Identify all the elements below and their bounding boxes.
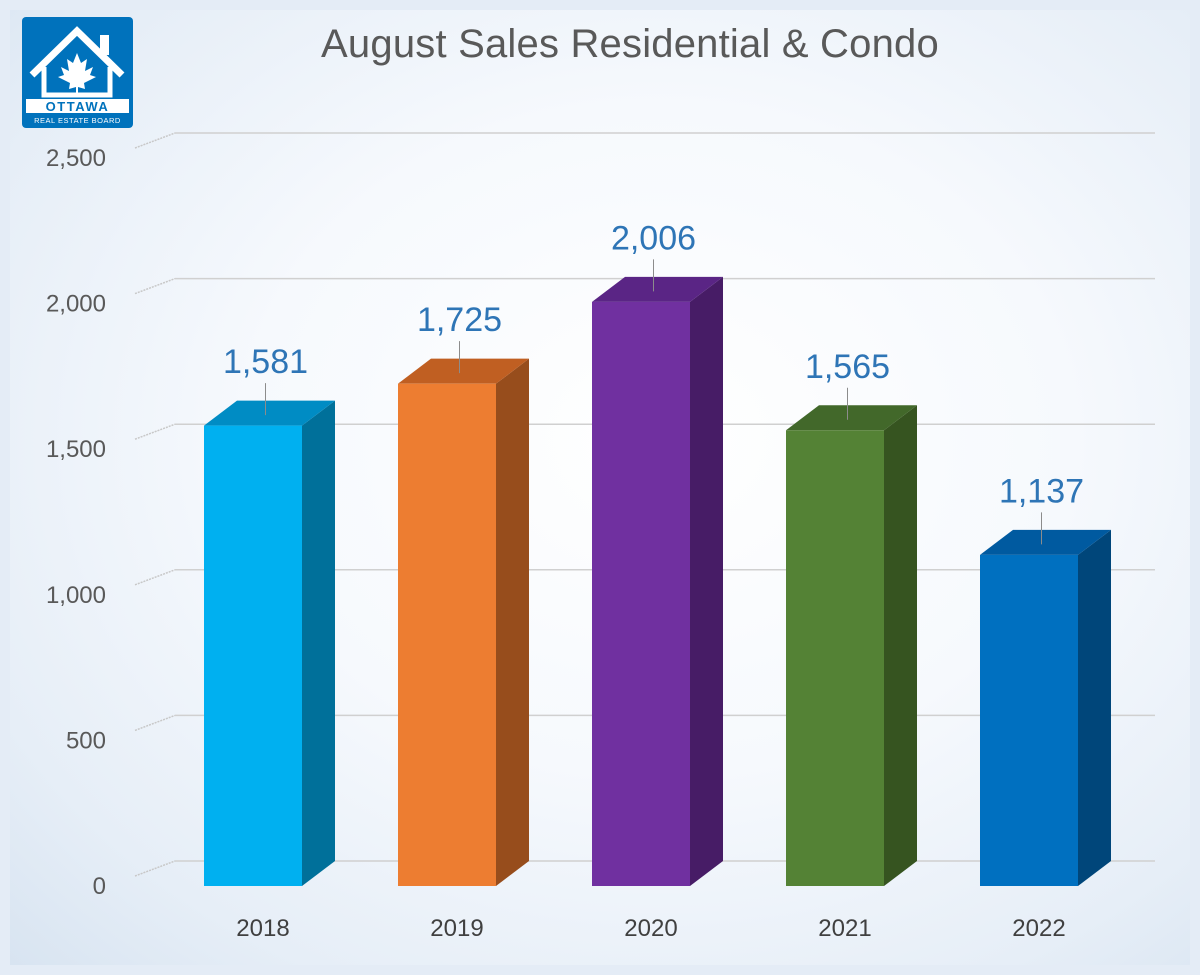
y-tick-label: 2,000 (46, 291, 106, 318)
y-tick-label: 0 (93, 873, 106, 900)
data-label: 2,006 (611, 219, 696, 257)
bar (786, 430, 884, 886)
bar-side (690, 276, 723, 887)
bar-top (592, 276, 723, 302)
bar (980, 554, 1078, 886)
bar (592, 301, 690, 887)
y-tick-label: 500 (66, 727, 106, 754)
bar (204, 425, 302, 886)
ottawa-real-estate-board-logo: OTTAWA REAL ESTATE BOARD (22, 17, 133, 128)
gridline-depth (134, 714, 176, 732)
data-label: 1,725 (417, 301, 502, 339)
logo-subtext: REAL ESTATE BOARD (34, 116, 121, 125)
x-tick-label: 2021 (818, 915, 871, 942)
y-tick-label: 2,500 (46, 145, 106, 172)
y-tick-label: 1,500 (46, 436, 106, 463)
gridline-depth (134, 277, 176, 295)
bar-side (302, 400, 335, 886)
bar-side (884, 405, 917, 886)
gridline-depth (134, 569, 176, 586)
bar-top (980, 529, 1111, 555)
bar (398, 383, 496, 886)
gridline-depth (134, 860, 176, 877)
x-tick-label: 2018 (236, 915, 289, 942)
bar-top (398, 358, 529, 384)
data-label: 1,565 (805, 348, 890, 386)
logo-text: OTTAWA (46, 99, 110, 114)
gridline-depth (134, 132, 176, 149)
gridline-depth (134, 423, 176, 440)
x-tick-label: 2020 (624, 915, 677, 942)
y-tick-label: 1,000 (46, 582, 106, 609)
chart-title: August Sales Residential & Condo (321, 22, 939, 66)
x-tick-label: 2022 (1012, 915, 1065, 942)
bar-side (496, 358, 529, 886)
data-label: 1,137 (999, 472, 1084, 510)
x-tick-label: 2019 (430, 915, 483, 942)
bar-side (1078, 529, 1111, 886)
bar-top (786, 405, 917, 431)
bar-top (204, 400, 335, 426)
data-label: 1,581 (223, 343, 308, 381)
